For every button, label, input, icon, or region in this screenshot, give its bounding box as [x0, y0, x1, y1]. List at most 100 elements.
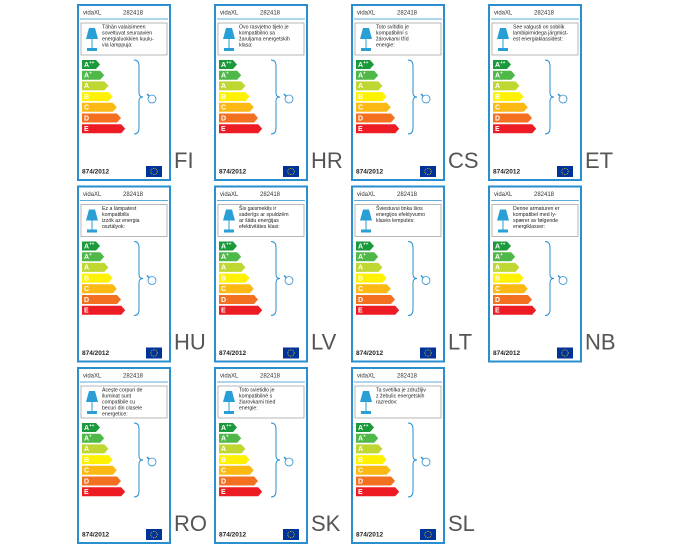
regulation: 874/2012 — [356, 532, 383, 539]
energy-bar — [219, 102, 254, 112]
energy-bar — [493, 273, 524, 283]
energy-class: C — [221, 286, 226, 293]
description-line: becuri din clasele — [102, 405, 142, 411]
energy-label: vidaXL 282418 Denne armaturen erkompatibel… — [488, 185, 582, 363]
language-code: LT — [448, 329, 472, 354]
energy-class-sup: + — [363, 252, 366, 257]
description-line: Ta svetilka je združljiv — [376, 387, 426, 393]
regulation: 874/2012 — [219, 350, 246, 357]
bulb-icon — [421, 94, 431, 104]
energy-class-sup: ++ — [226, 242, 232, 247]
energy-bar — [82, 433, 105, 443]
energy-label: vidaXL 282418 Toto svítidlo jekompatibilní… — [351, 4, 445, 181]
energy-class: A+ — [221, 434, 229, 443]
energy-bar — [82, 81, 109, 91]
brand: vidaXL — [83, 11, 102, 17]
description-line: kompatibilní s — [376, 30, 408, 36]
lamp-icon — [86, 209, 98, 233]
energy-class: D — [358, 115, 363, 122]
bulb-icon — [147, 276, 157, 285]
energy-bar — [356, 113, 395, 123]
energy-class: D — [221, 297, 226, 304]
energy-bar — [219, 423, 237, 432]
energy-bar — [493, 284, 528, 294]
lamp-icon — [86, 28, 98, 51]
description-line: klasa: — [239, 42, 253, 48]
model: 282418 — [123, 192, 144, 198]
energy-label: vidaXL 282418 See valgusti on sobiliklambi… — [488, 4, 582, 181]
energy-class: A — [358, 265, 363, 272]
energy-label: vidaXL 282418 Ez a lámpatestkompatibilisiz… — [77, 185, 171, 363]
energy-class: A — [358, 83, 363, 90]
energy-class-sup: ++ — [500, 60, 506, 65]
energy-bar — [356, 284, 391, 294]
model: 282418 — [397, 374, 418, 380]
energy-class: A++ — [358, 423, 369, 432]
lamp-icon — [360, 209, 372, 233]
eu-stars — [561, 167, 569, 176]
energy-bar — [219, 487, 263, 497]
bracket — [544, 241, 555, 316]
energy-bar — [356, 124, 400, 134]
energy-class: A+ — [495, 71, 503, 80]
energy-class: C — [221, 105, 226, 112]
energy-bar — [493, 305, 537, 315]
bulb-base — [420, 93, 424, 97]
energy-bar — [493, 252, 516, 262]
energy-bar — [219, 295, 258, 304]
energy-class: A — [495, 83, 500, 90]
energy-bar — [356, 102, 391, 112]
energy-class: D — [221, 115, 226, 122]
energy-bar — [82, 476, 121, 486]
bulb-icon — [421, 276, 431, 285]
energy-class: B — [495, 275, 500, 282]
description-line: osztályok: — [102, 224, 125, 230]
brand: vidaXL — [220, 192, 239, 198]
energy-class: D — [358, 478, 363, 485]
energy-bar — [356, 241, 374, 251]
description-line: est energiaklassidest: — [513, 36, 563, 42]
description-line: via lamppuja: — [102, 42, 133, 48]
description-line: izzók az energia — [102, 218, 140, 224]
description-line: Acește corpuri de — [102, 387, 142, 393]
eu-stars — [424, 530, 432, 539]
energy-bar — [356, 295, 395, 304]
energy-bar — [219, 444, 246, 454]
description-line: Tähän valaisimeen — [102, 24, 146, 30]
energy-bar — [493, 295, 532, 304]
energy-bar — [82, 295, 121, 304]
energy-class-sup: ++ — [226, 423, 232, 428]
energy-bar — [493, 60, 511, 69]
energy-bar — [82, 305, 126, 315]
eu-stars — [150, 349, 158, 357]
energy-bar — [82, 455, 113, 465]
description-line: energijos efektyvumo — [376, 212, 425, 218]
model: 282418 — [123, 11, 144, 17]
energy-bar — [219, 70, 242, 80]
energy-class: A+ — [221, 252, 229, 261]
energy-bar — [82, 465, 117, 475]
energy-class: B — [221, 457, 226, 464]
energy-bar — [356, 305, 400, 315]
description-line: klasės lemputės: — [376, 218, 415, 224]
energy-label: vidaXL 282418 Ovo rasvjetno tijelo jekompa… — [214, 4, 308, 181]
language-code: FI — [174, 148, 194, 173]
bulb-base — [146, 274, 150, 279]
eu-flag — [146, 347, 162, 359]
regulation: 874/2012 — [82, 169, 109, 176]
bulb-icon — [284, 94, 294, 104]
model: 282418 — [123, 374, 144, 380]
energy-class: A+ — [84, 71, 92, 80]
regulation: 874/2012 — [493, 169, 520, 176]
energy-bar — [219, 476, 258, 486]
energy-class: E — [221, 489, 226, 496]
text-box — [217, 204, 305, 237]
energy-class-sup: ++ — [89, 242, 95, 247]
energy-bar — [82, 252, 105, 262]
energy-bar — [493, 262, 520, 272]
description-line: energie: — [239, 405, 258, 411]
bracket — [270, 241, 281, 316]
brand: vidaXL — [357, 374, 376, 380]
